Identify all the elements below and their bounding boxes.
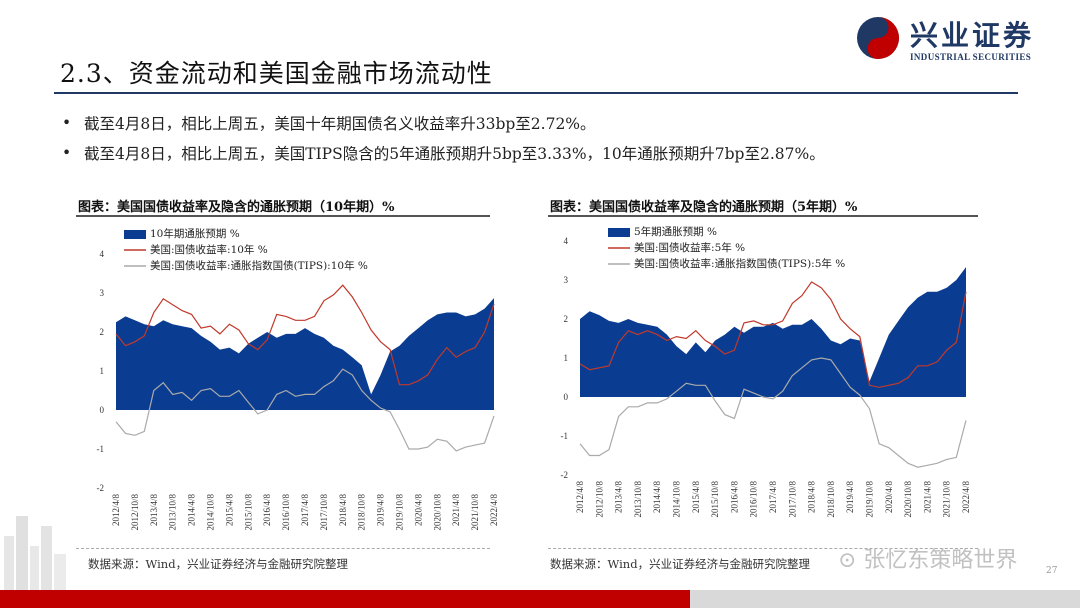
chart-5y-series-line-tips	[579, 357, 967, 468]
chart-5y-title-rule	[548, 215, 978, 217]
chart-5y-x-tick-label: 2019/4/8	[845, 481, 855, 514]
logo-chinese-name: 兴业证券	[910, 19, 1035, 52]
footer-red-bar	[0, 590, 690, 608]
chart-5y-legend-label: 5年期通胀预期 %	[634, 225, 717, 238]
chart-10y-x-tick-label: 2016/4/8	[262, 494, 272, 527]
chart-10y-y-tick-label: -1	[97, 444, 105, 454]
chart-5y-series-area-inflation	[580, 267, 966, 397]
chart-5y-x-tick-label: 2013/10/8	[633, 481, 643, 518]
chart-5y-x-tick-label: 2015/10/8	[710, 481, 720, 518]
chart-5y-x-tick-label: 2018/10/8	[826, 481, 836, 518]
chart-5y-x-tick-label: 2016/4/8	[729, 481, 739, 514]
chart-10y: -2 -1 0 1 2 3 4 2012/4/8 2012/10/8 2013/4/8 2013/1…	[97, 227, 500, 531]
chart-5y-y-tick-label: 3	[564, 275, 569, 285]
bullet-item: • 截至4月8日，相比上周五，美国十年期国债名义收益率升33bp至2.72%。	[62, 108, 825, 138]
page-title: 2.3、资金流动和美国金融市场流动性	[60, 59, 493, 88]
chart-5y-x-tick-label: 2017/10/8	[787, 481, 797, 518]
chart-10y-series-line-tips	[115, 368, 495, 452]
chart-10y-y-tick-label: 3	[100, 288, 105, 298]
chart-10y-y-tick-label: 4	[100, 249, 105, 259]
chart-5y-x-tick-label: 2017/4/8	[768, 481, 778, 514]
bullet-text: 截至4月8日，相比上周五，美国TIPS隐含的5年通胀预期升5bp至3.33%，1…	[84, 145, 825, 163]
chart-10y-x-tick-label: 2018/4/8	[338, 494, 348, 527]
chart-10y-x-tick-label: 2012/10/8	[130, 494, 140, 531]
chart-10y-series-area-inflation	[116, 298, 494, 410]
chart-10y-x-tick-label: 2012/4/8	[111, 494, 121, 527]
chart-5y-x-tick-label: 2012/4/8	[575, 481, 585, 514]
chart-10y-x-tick-label: 2021/4/8	[451, 494, 461, 527]
chart-5y-source-rule	[548, 548, 978, 549]
chart-5y-x-tick-label: 2021/10/8	[942, 481, 952, 518]
chart-10y-x-tick-label: 2020/4/8	[413, 494, 423, 527]
city-skyline-icon	[4, 516, 66, 590]
chart-5y-y-tick-label: 2	[564, 314, 569, 324]
chart-5y-series-line-nominal	[579, 281, 967, 388]
chart-10y-legend-swatch	[124, 230, 146, 239]
chart-5y-x-tick-label: 2016/10/8	[749, 481, 759, 518]
chart-10y-x-tick-label: 2019/4/8	[376, 494, 386, 527]
logo-emblem-icon	[857, 17, 899, 59]
chart-10y-legend-label: 10年期通胀预期 %	[150, 227, 240, 240]
chart-10y-x-tick-label: 2016/10/8	[281, 494, 291, 531]
chart-5y-y-tick-label: -2	[561, 470, 569, 480]
chart-10y-x-tick-label: 2014/4/8	[187, 494, 197, 527]
chart-10y-legend-label: 美国:国债收益率:10年 %	[150, 243, 268, 256]
chart-5y-y-tick-label: 0	[564, 392, 569, 402]
chart-5y-x-tick-label: 2014/10/8	[672, 481, 682, 518]
logo-english-name: INDUSTRIAL SECURITIES	[910, 52, 1032, 62]
chart-10y-y-tick-label: 1	[100, 366, 105, 376]
summary-bullets: • 截至4月8日，相比上周五，美国十年期国债名义收益率升33bp至2.72%。 •…	[62, 108, 825, 168]
chart-5y-x-tick-label: 2012/10/8	[594, 481, 604, 518]
chart-5y-x-tick-label: 2020/10/8	[903, 481, 913, 518]
bullet-item: • 截至4月8日，相比上周五，美国TIPS隐含的5年通胀预期升5bp至3.33%，…	[62, 138, 825, 168]
chart-10y-x-tick-label: 2022/4/8	[489, 494, 499, 527]
chart-5y-y-tick-label: 4	[564, 236, 569, 246]
chart-5y-x-tick-label: 2022/4/8	[961, 481, 971, 514]
chart-5y-source: 数据来源：Wind，兴业证券经济与金融研究院整理	[550, 557, 811, 571]
chart-5y-x-tick-label: 2018/4/8	[807, 481, 817, 514]
chart-5y-x-tick-label: 2014/4/8	[652, 481, 662, 514]
chart-10y-series-line-nominal	[115, 284, 495, 386]
chart-5y-x-tick-label: 2020/4/8	[884, 481, 894, 514]
chart-5y-title: 图表：美国国债收益率及隐含的通胀预期（5年期）%	[550, 200, 858, 215]
chart-5y-x-tick-label: 2021/4/8	[922, 481, 932, 514]
chart-5y-x-tick-label: 2013/4/8	[614, 481, 624, 514]
page-number: 27	[1046, 566, 1058, 576]
chart-10y-x-tick-label: 2017/10/8	[319, 494, 329, 531]
chart-10y-x-tick-label: 2015/10/8	[243, 494, 253, 531]
chart-10y-x-tick-label: 2018/10/8	[357, 494, 367, 531]
chart-10y-x-tick-label: 2020/10/8	[432, 494, 442, 531]
bullet-text: 截至4月8日，相比上周五，美国十年期国债名义收益率升33bp至2.72%。	[84, 115, 596, 133]
company-logo: 兴业证券 INDUSTRIAL SECURITIES	[852, 12, 1064, 64]
chart-10y-source-rule	[76, 548, 490, 549]
chart-10y-x-tick-label: 2017/4/8	[300, 494, 310, 527]
chart-10y-title-rule	[76, 215, 490, 217]
chart-10y-x-tick-label: 2014/10/8	[206, 494, 216, 531]
footer-gray-bar	[690, 590, 1080, 608]
chart-10y-x-tick-label: 2013/10/8	[168, 494, 178, 531]
chart-10y-y-tick-label: 0	[100, 405, 105, 415]
title-underline	[54, 92, 1018, 94]
chart-5y-legend-label: 美国:国债收益率:5年 %	[634, 241, 745, 254]
bullet-dot-icon: •	[62, 114, 72, 132]
chart-5y-y-tick-label: -1	[561, 431, 569, 441]
chart-5y: -2 -1 0 1 2 3 4 2012/4/8 2012/10/8 2013/4/8 2013/1…	[561, 225, 972, 518]
chart-10y-x-tick-label: 2021/10/8	[470, 494, 480, 531]
chart-10y-x-tick-label: 2019/10/8	[395, 494, 405, 531]
chart-10y-x-tick-label: 2015/4/8	[224, 494, 234, 527]
chart-5y-x-tick-label: 2015/4/8	[691, 481, 701, 514]
chart-5y-legend-label: 美国:国债收益率:通胀指数国债(TIPS):5年 %	[634, 257, 845, 270]
chart-10y-y-tick-label: 2	[100, 327, 105, 337]
chart-5y-legend-swatch	[608, 228, 630, 237]
watermark: ⊙ 张忆东策略世界	[838, 548, 1018, 573]
chart-10y-legend-label: 美国:国债收益率:通胀指数国债(TIPS):10年 %	[150, 259, 368, 272]
chart-10y-x-tick-label: 2013/4/8	[149, 494, 159, 527]
chart-10y-source: 数据来源：Wind，兴业证券经济与金融研究院整理	[88, 557, 349, 571]
bullet-dot-icon: •	[62, 144, 72, 162]
chart-5y-y-tick-label: 1	[564, 353, 569, 363]
chart-10y-y-tick-label: -2	[97, 483, 105, 493]
chart-10y-title: 图表：美国国债收益率及隐含的通胀预期（10年期）%	[78, 200, 395, 215]
chart-5y-x-tick-label: 2019/10/8	[865, 481, 875, 518]
